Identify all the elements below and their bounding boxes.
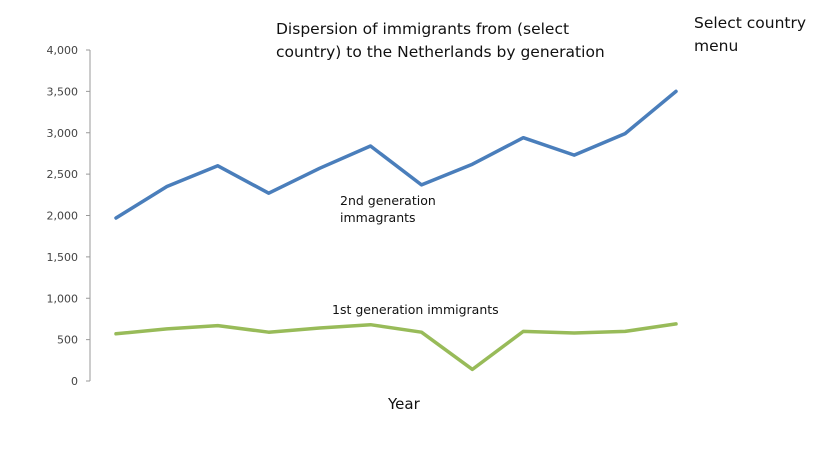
chart-title: Dispersion of immigrants from (select co… (276, 20, 605, 61)
series-line-2nd-generation (114, 89, 678, 220)
y-tick-label: 2,000 (47, 210, 79, 223)
y-tick-label: 2,500 (47, 168, 79, 181)
series-layer (114, 89, 678, 372)
y-tick-label: 500 (57, 334, 78, 347)
series-line-1st-generation (114, 322, 678, 372)
series-label-2nd-generation: 2nd generation immagrants (340, 193, 436, 225)
select-country-menu[interactable]: Select country menu (694, 14, 807, 55)
y-axis: 0 500 1,000 1,500 2,000 2,500 3,000 3,500 4,000 (47, 44, 91, 388)
y-tick-label: 3,500 (47, 85, 79, 98)
y-tick-label: 1,500 (47, 251, 79, 264)
series-label-1st-generation: 1st generation immigrants (332, 302, 499, 317)
y-tick-label: 1,000 (47, 292, 79, 305)
y-tick-label: 4,000 (47, 44, 79, 57)
y-tick-label: 0 (71, 375, 78, 388)
y-tick-label: 3,000 (47, 127, 79, 140)
x-axis-label: Year (388, 395, 420, 413)
